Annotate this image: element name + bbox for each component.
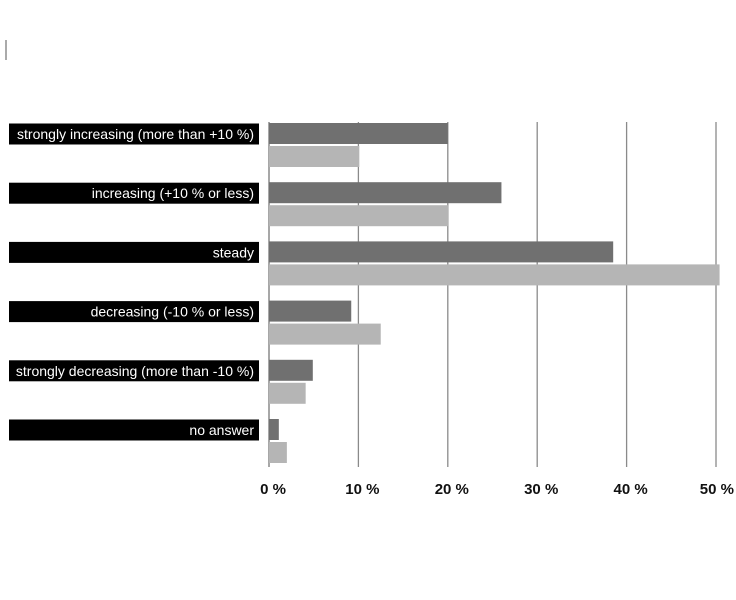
bar-series1-cat4 (269, 300, 352, 322)
x-tick-label: 20 % (435, 481, 469, 498)
bar-series1-cat2 (269, 182, 502, 204)
category-label: increasing (+10 % or less) (92, 185, 254, 201)
x-tick-label: 0 % (260, 481, 286, 498)
bar-series1-cat5 (269, 359, 313, 381)
x-tick-label: 40 % (613, 481, 647, 498)
bar-series2-cat3 (269, 264, 720, 286)
bar-series2-cat5 (269, 382, 306, 404)
bar-series2-cat1 (269, 146, 360, 167)
category-label: no answer (189, 422, 254, 438)
category-label: strongly decreasing (more than -10 %) (16, 363, 254, 379)
category-label: steady (213, 244, 254, 260)
bar-series1-cat6 (269, 419, 279, 440)
category-label-band (9, 419, 259, 441)
category-label-band (9, 123, 259, 145)
bars (269, 123, 720, 463)
bar-series2-cat2 (269, 205, 449, 227)
x-axis-ticks: 0 % 10 % 20 % 30 % 40 % 50 % (260, 481, 734, 498)
category-labels: strongly increasing (more than +10 %) inc… (9, 123, 259, 441)
category-label-band (9, 241, 259, 263)
bar-series2-cat4 (269, 323, 381, 345)
category-label: strongly increasing (more than +10 %) (17, 126, 254, 142)
bar-series1-cat1 (269, 123, 448, 144)
category-label: decreasing (-10 % or less) (91, 304, 254, 320)
bar-series1-cat3 (269, 241, 614, 263)
grid-lines (268, 122, 717, 467)
x-tick-label: 50 % (700, 481, 734, 498)
x-tick-label: 30 % (524, 481, 558, 498)
x-tick-label: 10 % (345, 481, 379, 498)
category-label-band (9, 182, 259, 204)
category-label-band (9, 360, 259, 382)
category-label-band (9, 301, 259, 323)
bar-series2-cat6 (269, 442, 287, 463)
